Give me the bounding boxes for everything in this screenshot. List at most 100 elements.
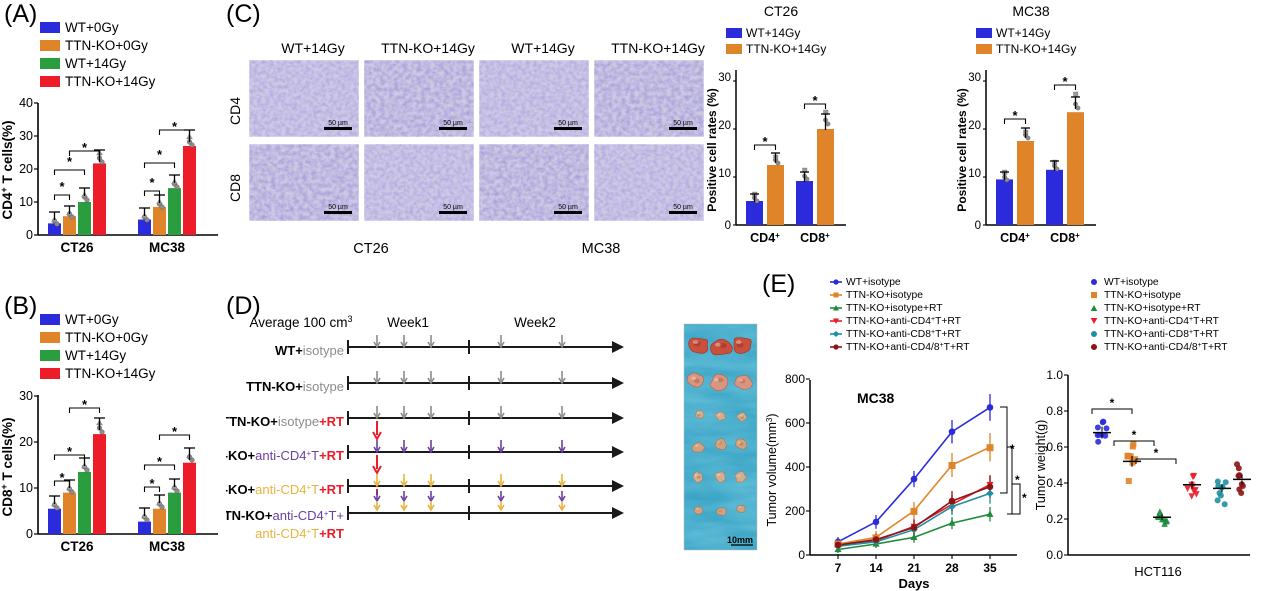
svg-text:WT+isotype: WT+isotype — [275, 343, 344, 358]
svg-text:50 µm: 50 µm — [558, 120, 578, 127]
svg-text:TTN-KO+14Gy: TTN-KO+14Gy — [996, 42, 1076, 56]
svg-text:50 µm: 50 µm — [328, 120, 348, 127]
svg-text:TTN-KO+isotype+RT: TTN-KO+isotype+RT — [1104, 303, 1201, 314]
svg-text:CD8+: CD8+ — [800, 231, 830, 246]
svg-text:*: * — [67, 444, 73, 459]
svg-text:MC38: MC38 — [582, 241, 621, 257]
svg-text:1.0: 1.0 — [1046, 368, 1063, 382]
svg-text:Week1: Week1 — [387, 315, 429, 330]
svg-text:WT+14Gy: WT+14Gy — [511, 40, 574, 56]
svg-text:10: 10 — [718, 168, 731, 180]
svg-text:CT26: CT26 — [60, 539, 94, 554]
svg-text:TTN-KO+anti-CD8+T+RT: TTN-KO+anti-CD8+T+RT — [846, 329, 962, 341]
svg-text:50 µm: 50 µm — [443, 204, 463, 211]
svg-text:TTN-KO+14Gy: TTN-KO+14Gy — [746, 42, 826, 56]
svg-text:10mm: 10mm — [727, 535, 753, 545]
svg-text:0: 0 — [725, 220, 731, 232]
svg-text:TTN-KO+anti-CD4+T+RT: TTN-KO+anti-CD4+T+RT — [1104, 316, 1220, 328]
svg-text:Tumor volume(mm3): Tumor volume(mm3) — [765, 413, 780, 526]
svg-text:Average 100 cm3: Average 100 cm3 — [249, 314, 352, 330]
svg-text:30: 30 — [968, 72, 981, 84]
svg-text:TTN-KO+isotype+RT: TTN-KO+isotype+RT — [226, 414, 344, 429]
svg-text:0.0: 0.0 — [1046, 548, 1063, 562]
svg-text:*: * — [1062, 74, 1068, 89]
svg-text:CD4+ T cells(%): CD4+ T cells(%) — [0, 120, 15, 219]
svg-text:50 µm: 50 µm — [558, 204, 578, 211]
svg-text:TTN-KO+isotype: TTN-KO+isotype — [246, 379, 344, 394]
svg-text:Week2: Week2 — [514, 315, 556, 330]
svg-text:10: 10 — [19, 481, 33, 495]
svg-text:TTN-KO+anti-CD4+T+RT: TTN-KO+anti-CD4+T+RT — [846, 316, 962, 328]
svg-text:CT26: CT26 — [60, 240, 94, 255]
svg-text:28: 28 — [945, 561, 959, 575]
svg-text:50 µm: 50 µm — [673, 204, 693, 211]
svg-text:*: * — [149, 175, 155, 190]
svg-text:0: 0 — [26, 527, 33, 541]
svg-text:*: * — [172, 119, 178, 134]
svg-text:HCT116: HCT116 — [1134, 564, 1181, 579]
svg-text:0.6: 0.6 — [1046, 440, 1063, 454]
svg-text:CD4+: CD4+ — [750, 231, 780, 246]
svg-text:TTN-KO+14Gy: TTN-KO+14Gy — [611, 40, 705, 56]
svg-text:anti-CD4+T+RT: anti-CD4+T+RT — [255, 526, 344, 541]
svg-text:TTN-KO+isotype: TTN-KO+isotype — [846, 290, 923, 301]
svg-text:*: * — [82, 397, 88, 412]
svg-text:14: 14 — [869, 561, 883, 575]
svg-text:WT+14Gy: WT+14Gy — [65, 56, 126, 71]
svg-text:0.2: 0.2 — [1046, 512, 1063, 526]
svg-text:600: 600 — [785, 416, 805, 430]
svg-text:WT+14Gy: WT+14Gy — [65, 348, 126, 363]
svg-text:WT+14Gy: WT+14Gy — [996, 26, 1050, 40]
svg-text:TTN-KO+14Gy: TTN-KO+14Gy — [381, 40, 475, 56]
svg-text:200: 200 — [785, 504, 805, 518]
svg-text:400: 400 — [785, 460, 805, 474]
svg-text:MC38: MC38 — [857, 390, 895, 406]
svg-text:0: 0 — [798, 548, 805, 562]
svg-text:Days: Days — [898, 576, 929, 591]
svg-text:40: 40 — [19, 96, 33, 110]
svg-text:Positive cell rates (%): Positive cell rates (%) — [956, 88, 969, 211]
svg-text:WT+isotype: WT+isotype — [1104, 277, 1159, 288]
svg-text:*: * — [59, 470, 65, 485]
svg-text:TTN-KO+anti-CD4/8+T+RT: TTN-KO+anti-CD4/8+T+RT — [1104, 342, 1228, 354]
svg-text:20: 20 — [718, 120, 731, 132]
svg-text:*: * — [1110, 396, 1115, 410]
svg-text:CT26: CT26 — [764, 3, 798, 19]
svg-text:*: * — [812, 93, 818, 108]
svg-text:30: 30 — [19, 129, 33, 143]
svg-text:WT+0Gy: WT+0Gy — [65, 20, 119, 35]
svg-text:CD4: CD4 — [227, 97, 243, 125]
svg-text:TTN-KO+0Gy: TTN-KO+0Gy — [65, 330, 148, 345]
svg-text:0.8: 0.8 — [1046, 404, 1063, 418]
svg-text:MC38: MC38 — [1012, 3, 1050, 19]
svg-text:WT+14Gy: WT+14Gy — [746, 26, 800, 40]
svg-text:WT+14Gy: WT+14Gy — [281, 40, 344, 56]
svg-text:10: 10 — [19, 195, 33, 209]
svg-text:TTN-KO+anti-CD4+T+RT: TTN-KO+anti-CD4+T+RT — [226, 482, 344, 497]
svg-text:50 µm: 50 µm — [673, 120, 693, 127]
svg-text:CT26: CT26 — [353, 241, 388, 257]
svg-text:20: 20 — [19, 162, 33, 176]
svg-text:TTN-KO+anti-CD4/8+T+RT: TTN-KO+anti-CD4/8+T+RT — [846, 342, 970, 354]
svg-text:*: * — [1012, 108, 1018, 123]
svg-text:TTN-KO+isotype+RT: TTN-KO+isotype+RT — [846, 303, 943, 314]
svg-text:TTN-KO+anti-CD4+T+RT: TTN-KO+anti-CD4+T+RT — [226, 448, 344, 463]
svg-text:*: * — [82, 140, 88, 155]
svg-text:20: 20 — [968, 120, 981, 132]
svg-text:TTN-KO+anti-CD4+T+: TTN-KO+anti-CD4+T+ — [226, 508, 344, 523]
svg-text:10: 10 — [968, 168, 981, 180]
svg-text:*: * — [157, 147, 163, 162]
svg-text:WT+0Gy: WT+0Gy — [65, 312, 119, 327]
svg-text:CD4+: CD4+ — [1000, 231, 1030, 246]
svg-text:MC38: MC38 — [149, 539, 186, 554]
svg-text:TTN-KO+14Gy: TTN-KO+14Gy — [65, 366, 156, 381]
svg-text:*: * — [149, 476, 155, 491]
svg-text:WT+isotype: WT+isotype — [846, 277, 901, 288]
svg-text:*: * — [59, 179, 65, 194]
svg-text:0.4: 0.4 — [1046, 476, 1063, 490]
svg-text:TTN-KO+0Gy: TTN-KO+0Gy — [65, 38, 148, 53]
svg-text:30: 30 — [19, 389, 33, 403]
svg-text:TTN-KO+anti-CD8+T+RT: TTN-KO+anti-CD8+T+RT — [1104, 329, 1220, 341]
svg-text:0: 0 — [26, 228, 33, 242]
svg-text:*: * — [172, 424, 178, 439]
